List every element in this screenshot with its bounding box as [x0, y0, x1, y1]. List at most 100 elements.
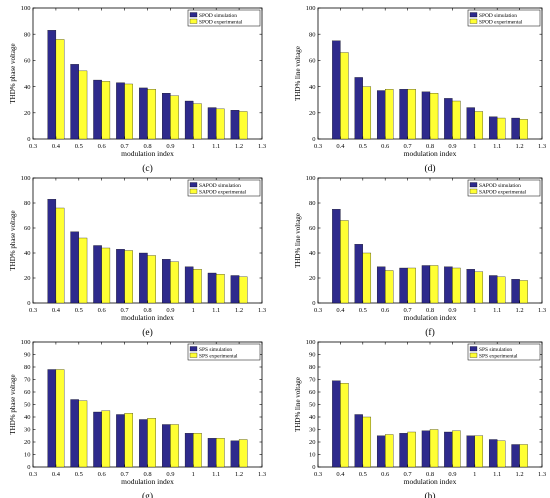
bar-experimental — [78, 400, 88, 468]
y-tick-label: 80 — [24, 31, 31, 38]
bar-experimental — [340, 52, 349, 140]
x-tick-label: 0.3 — [314, 307, 322, 314]
bar-simulation — [421, 91, 431, 140]
bar-simulation — [162, 259, 171, 304]
bar-simulation — [230, 440, 240, 468]
bar-simulation — [444, 431, 453, 468]
bar-experimental — [101, 410, 111, 468]
x-axis-label: modulation index — [121, 477, 174, 486]
panel-label: (f) — [425, 327, 435, 338]
x-tick-label: 0.3 — [314, 143, 322, 150]
y-tick-label: 0 — [312, 300, 315, 307]
bar-simulation — [70, 231, 79, 304]
bar-experimental — [519, 280, 528, 304]
bar-experimental — [216, 438, 225, 468]
y-tick-label: 90 — [309, 352, 316, 359]
y-tick-label: 100 — [306, 5, 316, 12]
bar-experimental — [407, 267, 416, 304]
bar-simulation — [47, 369, 57, 468]
bar-simulation — [399, 433, 408, 468]
legend-swatch-experimental — [469, 352, 478, 358]
x-tick-label: 1.3 — [258, 307, 266, 314]
y-tick-label: 80 — [309, 31, 316, 38]
y-tick-label: 0 — [312, 464, 315, 471]
bar-simulation — [230, 275, 240, 304]
bar-simulation — [93, 411, 102, 468]
x-tick-label: 0.4 — [52, 307, 61, 314]
y-tick-label: 100 — [21, 5, 31, 12]
bar-experimental — [407, 89, 416, 140]
x-tick-label: 1.1 — [493, 143, 501, 150]
x-tick-label: 0.3 — [29, 307, 37, 314]
x-tick-label: 0.9 — [448, 307, 456, 314]
bar-simulation — [376, 435, 386, 468]
x-tick-label: 0.6 — [98, 471, 107, 478]
bar-simulation — [511, 444, 520, 468]
x-tick-label: 1 — [473, 307, 476, 314]
bar-experimental — [429, 265, 439, 304]
bar-simulation — [70, 399, 79, 468]
bar-simulation — [116, 82, 125, 140]
chart-panel: 0.3 0.4 0.5 0.6 0.7 0.8 0.9 1 1.1 1.2 1.3 0 20 40 60 80… — [9, 5, 266, 174]
y-tick-label: 70 — [24, 377, 31, 384]
x-tick-label: 1.2 — [516, 307, 524, 314]
x-axis-label: modulation index — [404, 313, 457, 322]
x-tick-label: 0.4 — [52, 143, 61, 150]
legend-entry: SAPOD experimental — [199, 189, 247, 195]
x-tick-label: 1.2 — [235, 143, 243, 150]
y-tick-label: 30 — [309, 427, 316, 434]
bar-experimental — [147, 418, 156, 468]
bar-simulation — [184, 100, 194, 140]
x-tick-label: 1.3 — [538, 307, 546, 314]
x-tick-label: 1 — [473, 143, 476, 150]
bar-experimental — [193, 433, 202, 468]
chart-panel: 0.3 0.4 0.5 0.6 0.7 0.8 0.9 1 1.1 1.2 1.3 0 20 40 60 80… — [294, 5, 546, 174]
bar-simulation — [466, 435, 475, 468]
bar-simulation — [488, 439, 498, 468]
x-tick-label: 0.8 — [143, 307, 151, 314]
y-tick-label: 10 — [24, 452, 31, 459]
panel-label: (h) — [424, 491, 435, 498]
bar-simulation — [399, 267, 408, 304]
y-tick-label: 100 — [21, 175, 31, 182]
x-tick-label: 1.3 — [538, 143, 546, 150]
bar-experimental — [452, 430, 461, 468]
panel-label: (d) — [424, 163, 435, 174]
y-tick-label: 40 — [309, 250, 316, 257]
x-tick-label: 0.7 — [404, 471, 413, 478]
legend-swatch-experimental — [189, 188, 198, 194]
y-axis-label: THD% phase voltage — [9, 374, 17, 434]
bar-simulation — [116, 249, 125, 304]
x-axis-label: modulation index — [121, 313, 174, 322]
chart-panel: 0.3 0.4 0.5 0.6 0.7 0.8 0.9 1 1.1 1.2 1.3 0 10 20 30 40… — [9, 339, 266, 498]
y-tick-label: 0 — [27, 300, 30, 307]
bar-simulation — [47, 30, 57, 140]
bar-simulation — [70, 64, 79, 140]
x-tick-label: 0.9 — [166, 307, 174, 314]
bar-experimental — [385, 434, 394, 468]
bar-simulation — [511, 279, 520, 304]
x-tick-label: 1.1 — [212, 143, 220, 150]
y-tick-label: 60 — [24, 225, 31, 232]
y-tick-label: 50 — [24, 402, 31, 409]
x-tick-label: 0.6 — [98, 143, 107, 150]
x-tick-label: 0.8 — [426, 471, 434, 478]
legend-entry: SPS experimental — [479, 353, 518, 359]
y-axis-label: THD% phase voltage — [9, 210, 17, 270]
bar-experimental — [452, 267, 461, 304]
x-tick-label: 0.9 — [166, 471, 174, 478]
x-tick-label: 0.8 — [426, 143, 434, 150]
y-tick-label: 30 — [24, 427, 31, 434]
x-tick-label: 1.3 — [258, 143, 266, 150]
y-tick-label: 0 — [27, 136, 30, 143]
y-tick-label: 0 — [27, 464, 30, 471]
legend-box — [187, 343, 261, 361]
x-tick-label: 0.9 — [166, 143, 174, 150]
bar-experimental — [497, 276, 506, 304]
bar-simulation — [162, 93, 171, 140]
bar-experimental — [497, 117, 506, 140]
